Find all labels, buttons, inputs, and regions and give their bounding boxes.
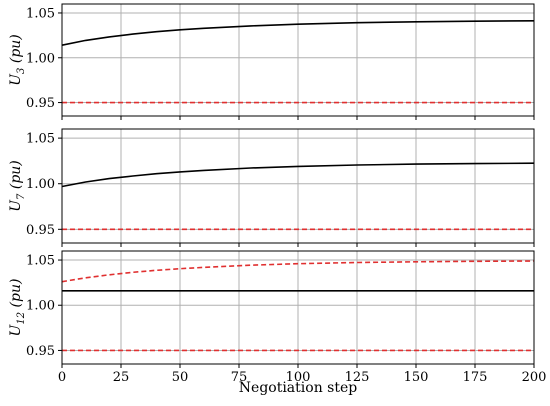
y-axis-label-panel2: U7 (pu): [8, 160, 27, 212]
x-tick-label: 100: [286, 370, 311, 385]
y-tick-label: 1.05: [26, 132, 55, 147]
x-tick-label: 150: [404, 370, 429, 385]
x-tick-label: 175: [463, 370, 488, 385]
x-tick-label: 25: [113, 370, 130, 385]
y-tick-label: 1.00: [26, 51, 55, 66]
voltage-line-panel2: [61, 162, 535, 188]
x-axis-label: Negotiation step: [239, 380, 357, 396]
x-tick-label: 200: [522, 370, 547, 385]
y-tick-label: 0.95: [26, 344, 55, 359]
y-tick-label: 0.95: [26, 96, 55, 111]
dashed-limit-line-panel3: [61, 260, 535, 283]
y-axis-label-panel3: U12 (pu): [8, 279, 27, 337]
y-tick-label: 1.00: [26, 299, 55, 314]
y-tick-label: 1.05: [26, 6, 55, 21]
x-tick-label: 75: [231, 370, 248, 385]
x-tick-label: 50: [172, 370, 189, 385]
y-tick-label: 1.00: [26, 177, 55, 192]
x-tick-label: 125: [345, 370, 370, 385]
y-axis-label-panel1: U3 (pu): [8, 34, 27, 86]
y-tick-label: 0.95: [26, 223, 55, 238]
voltage-line-panel1: [61, 20, 535, 46]
y-tick-label: 1.05: [26, 254, 55, 269]
x-tick-label: 0: [58, 370, 66, 385]
